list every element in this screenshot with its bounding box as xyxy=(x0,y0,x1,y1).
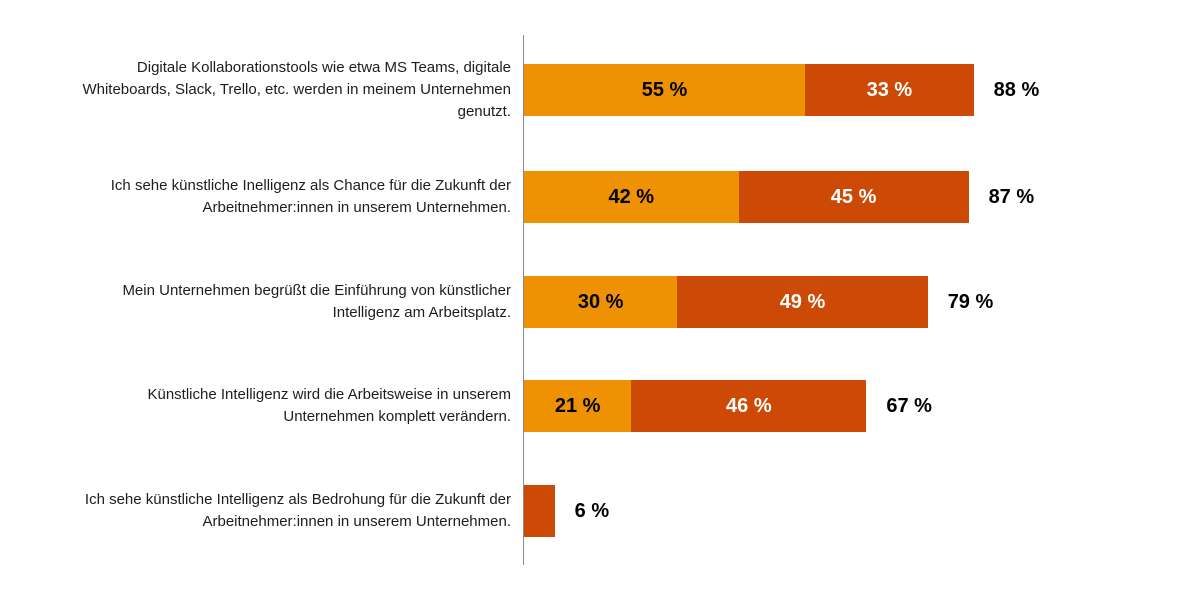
total-value-label: 67 % xyxy=(886,394,932,417)
row-label: Mein Unternehmen begrüßt die Einführung … xyxy=(122,282,511,321)
bar-segment-dark: 46 % xyxy=(631,380,867,432)
stacked-bar: 55 % 33 % xyxy=(524,64,974,116)
total-value-label: 79 % xyxy=(947,290,994,313)
chart-row: Digitale Kollaborationstools wie etwa MS… xyxy=(0,59,1200,120)
row-label: Digitale Kollaborationstools wie etwa MS… xyxy=(82,59,511,120)
bar-segment-light: 30 % xyxy=(524,276,678,328)
bar-segment-dark: 45 % xyxy=(738,171,969,223)
bar-segment-dark xyxy=(524,485,555,537)
segment-value-label: 42 % xyxy=(608,185,655,208)
segment-value-label: 30 % xyxy=(577,290,624,313)
stacked-bar: 30 % 49 % xyxy=(524,276,928,328)
row-label: Ich sehe künstliche Intelligenz als Bedr… xyxy=(84,491,511,530)
stacked-bar: 42 % 45 % xyxy=(524,171,969,223)
segment-value-label: 33 % xyxy=(866,78,913,101)
chart-row: Mein Unternehmen begrüßt die Einführung … xyxy=(0,276,1200,328)
total-value-label: 87 % xyxy=(988,185,1035,208)
chart-row: Ich sehe künstliche Intelligenz als Bedr… xyxy=(0,485,1200,537)
row-label: Ich sehe künstliche Inelligenz als Chanc… xyxy=(110,177,511,216)
total-value-label: 88 % xyxy=(993,78,1040,101)
chart-row: Ich sehe künstliche Inelligenz als Chanc… xyxy=(0,171,1200,223)
chart-row: Künstliche Intelligenz wird die Arbeitsw… xyxy=(0,380,1200,432)
segment-value-label: 55 % xyxy=(641,78,688,101)
total-value-label: 6 % xyxy=(574,499,610,522)
y-axis-line xyxy=(523,35,524,565)
segment-value-label: 45 % xyxy=(830,185,877,208)
segment-value-label: 46 % xyxy=(726,394,772,417)
stacked-bar: 21 % 46 % xyxy=(524,380,867,432)
segment-value-label: 21 % xyxy=(554,394,601,417)
bar-segment-dark: 49 % xyxy=(677,276,928,328)
stacked-bar xyxy=(524,485,555,537)
bar-segment-dark: 33 % xyxy=(805,64,974,116)
bar-segment-light: 21 % xyxy=(524,380,632,432)
row-label: Künstliche Intelligenz wird die Arbeitsw… xyxy=(147,386,511,425)
bar-segment-light: 55 % xyxy=(524,64,806,116)
bar-segment-light: 42 % xyxy=(524,171,739,223)
segment-value-label: 49 % xyxy=(779,290,826,313)
